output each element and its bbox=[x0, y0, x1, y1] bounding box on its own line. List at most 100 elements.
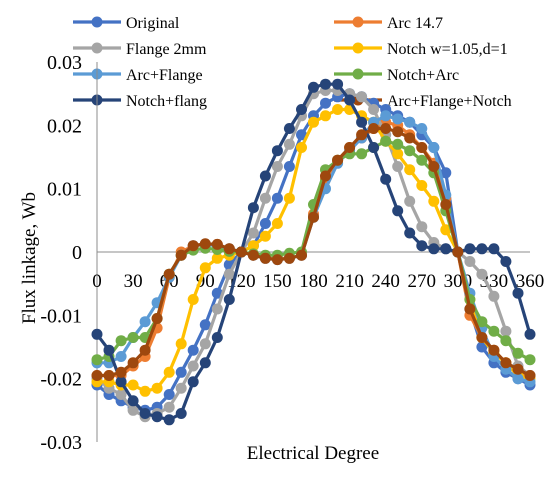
data-point bbox=[488, 344, 500, 356]
data-point bbox=[320, 97, 331, 109]
data-point bbox=[283, 123, 295, 134]
data-point bbox=[308, 81, 319, 93]
data-point bbox=[356, 116, 368, 128]
data-point bbox=[416, 142, 428, 153]
data-point bbox=[476, 341, 488, 353]
data-point bbox=[440, 199, 452, 210]
data-point bbox=[404, 227, 416, 239]
data-point bbox=[151, 382, 163, 394]
data-point bbox=[127, 357, 139, 369]
y-tick-label: 0.02 bbox=[47, 115, 82, 137]
data-point bbox=[512, 347, 524, 359]
legend-item: Original bbox=[73, 15, 180, 32]
y-axis-label: Flux linkage, Wb bbox=[19, 192, 40, 324]
data-point bbox=[332, 154, 344, 166]
data-point bbox=[296, 104, 307, 115]
data-point bbox=[380, 135, 392, 147]
series-group bbox=[91, 78, 536, 426]
legend-marker bbox=[352, 16, 364, 28]
data-point bbox=[259, 192, 271, 204]
data-point bbox=[127, 395, 139, 407]
data-point bbox=[271, 192, 283, 204]
data-point bbox=[296, 249, 307, 261]
data-point bbox=[211, 238, 223, 250]
legend-label: Notch+Arc bbox=[387, 67, 459, 84]
data-point bbox=[187, 344, 199, 356]
x-axis-label: Electrical Degree bbox=[247, 443, 379, 464]
data-point bbox=[163, 366, 175, 378]
data-point bbox=[512, 373, 524, 385]
data-point bbox=[368, 104, 380, 115]
y-axis-tick-labels: 0.03 0.02 0.01 0 -0.01 -0.02 -0.03 bbox=[40, 52, 82, 454]
data-point bbox=[223, 243, 235, 255]
data-point bbox=[476, 268, 488, 280]
data-point bbox=[392, 148, 404, 160]
data-point bbox=[476, 316, 488, 328]
data-point bbox=[91, 370, 103, 381]
data-point bbox=[247, 249, 259, 261]
data-point bbox=[259, 218, 271, 229]
data-point bbox=[524, 328, 536, 340]
data-point bbox=[127, 332, 139, 343]
data-point bbox=[211, 287, 223, 299]
data-point bbox=[259, 230, 271, 242]
data-point bbox=[223, 294, 235, 305]
y-tick-label: 0.01 bbox=[47, 179, 82, 201]
series-arc-flange-notch bbox=[91, 123, 536, 381]
data-point bbox=[440, 224, 452, 236]
data-point bbox=[163, 401, 175, 413]
legend-item: Arc 14.7 bbox=[334, 15, 443, 32]
data-point bbox=[428, 161, 440, 172]
data-point bbox=[404, 164, 416, 176]
x-tick-label: 180 bbox=[299, 271, 328, 292]
data-point bbox=[247, 202, 259, 214]
data-point bbox=[247, 227, 259, 239]
data-point bbox=[271, 161, 283, 172]
data-point bbox=[500, 357, 512, 369]
data-point bbox=[476, 243, 488, 255]
data-point bbox=[211, 332, 223, 343]
data-point bbox=[380, 123, 392, 134]
data-point bbox=[235, 246, 247, 258]
data-point bbox=[392, 113, 404, 125]
legend-label: Arc 14.7 bbox=[387, 15, 443, 32]
y-tick-label: 0.03 bbox=[47, 52, 82, 74]
data-point bbox=[500, 325, 512, 337]
legend-label: Original bbox=[126, 15, 180, 32]
legend-item: Notch+Arc bbox=[334, 67, 459, 84]
legend-marker bbox=[91, 42, 103, 54]
data-point bbox=[127, 379, 139, 391]
series-line bbox=[96, 88, 531, 419]
data-point bbox=[115, 366, 127, 378]
data-point bbox=[91, 354, 103, 366]
legend: Original Arc 14.7 Flange 2mm Notch w=1.05,d… bbox=[73, 15, 512, 110]
data-point bbox=[187, 240, 199, 252]
data-point bbox=[392, 161, 404, 172]
data-point bbox=[428, 243, 440, 255]
data-point bbox=[416, 240, 428, 252]
x-tick-label: 270 bbox=[408, 271, 437, 292]
data-point bbox=[187, 294, 199, 305]
data-point bbox=[308, 211, 319, 223]
data-point bbox=[139, 385, 151, 397]
legend-label: Arc+Flange+Notch bbox=[387, 93, 512, 110]
data-point bbox=[392, 205, 404, 217]
data-point bbox=[500, 335, 512, 347]
data-point bbox=[296, 129, 307, 141]
data-point bbox=[247, 240, 259, 252]
y-tick-label: -0.03 bbox=[40, 432, 82, 454]
data-point bbox=[512, 287, 524, 299]
data-point bbox=[139, 344, 151, 356]
data-point bbox=[404, 145, 416, 157]
data-point bbox=[271, 145, 283, 157]
data-point bbox=[404, 116, 416, 128]
data-point bbox=[175, 338, 187, 350]
x-tick-label: 150 bbox=[263, 271, 292, 292]
data-point bbox=[259, 170, 271, 182]
data-point bbox=[211, 303, 223, 315]
data-point bbox=[163, 414, 175, 426]
data-point bbox=[428, 142, 440, 153]
data-point bbox=[320, 110, 331, 122]
